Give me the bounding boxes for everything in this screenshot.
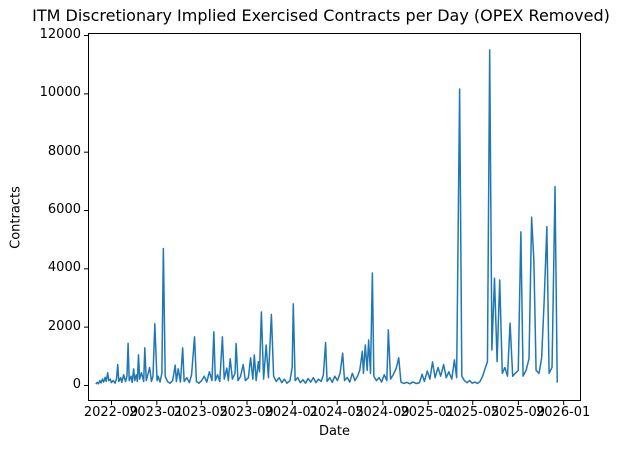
y-tick-label: 8000	[47, 143, 81, 159]
x-tick-label: 2026-01	[536, 405, 591, 420]
x-tick-label: 2023-09	[219, 405, 274, 420]
x-tick-label: 2024-09	[355, 405, 410, 420]
y-axis-label: Contracts	[8, 186, 24, 249]
y-tick-label: 4000	[47, 260, 81, 276]
x-tick-label: 2025-09	[490, 405, 546, 420]
y-tick-label: 12000	[39, 27, 81, 43]
y-tick-label: 0	[72, 376, 81, 392]
x-tick-label: 2023-05	[173, 405, 229, 420]
x-axis-label: Date	[318, 424, 351, 439]
x-tick-label: 2024-05	[309, 405, 364, 420]
y-tick-label: 10000	[39, 85, 81, 101]
y-tick-label: 2000	[47, 318, 81, 334]
x-tick-label: 2022-09	[83, 405, 139, 420]
axis-ticks	[84, 35, 565, 405]
x-tick-label: 2023-01	[129, 405, 184, 420]
x-tick-label: 2025-01	[400, 405, 455, 420]
chart-title: ITM Discretionary Implied Exercised Cont…	[32, 6, 610, 25]
y-tick-label: 6000	[47, 202, 81, 217]
plot-border	[88, 33, 581, 401]
x-tick-label: 2025-05	[445, 405, 500, 420]
data-line	[95, 49, 558, 385]
x-tick-label: 2024-01	[264, 405, 319, 420]
